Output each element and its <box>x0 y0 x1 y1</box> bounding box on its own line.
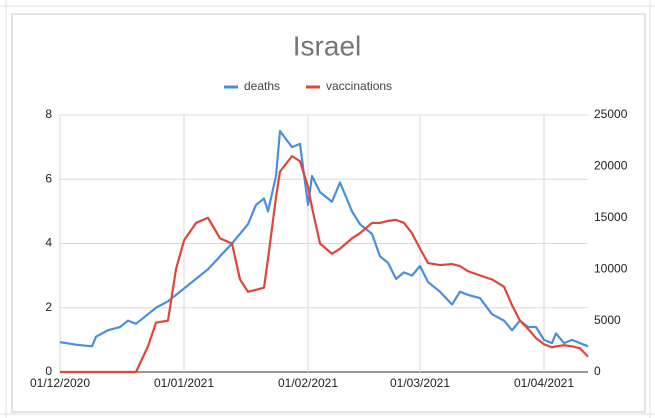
x-tick-label: 01/02/2021 <box>278 376 338 390</box>
chart-frame <box>11 13 646 413</box>
x-tick-label: 01/03/2021 <box>390 376 450 390</box>
y2-tick-label: 15000 <box>594 210 628 224</box>
series-line <box>59 129 589 348</box>
legend-label: vaccinations <box>326 79 392 93</box>
y2-tick-label: 5000 <box>594 313 621 327</box>
y2-tick-label: 10000 <box>594 261 628 275</box>
series-line <box>60 155 589 374</box>
y-tick-label: 6 <box>45 171 52 185</box>
x-tick-label: 01/04/2021 <box>514 376 574 390</box>
x-tick-label: 01/01/2021 <box>154 376 214 390</box>
y-tick-label: 8 <box>45 107 52 121</box>
y2-tick-label: 20000 <box>594 159 628 173</box>
legend-label: deaths <box>244 79 280 93</box>
y2-tick-label: 0 <box>594 364 601 378</box>
y-tick-label: 4 <box>45 236 52 250</box>
y-tick-label: 0 <box>45 364 52 378</box>
chart-title: Israel <box>293 30 361 61</box>
x-tick-label: 01/12/2020 <box>30 376 90 390</box>
y-tick-label: 2 <box>45 300 52 314</box>
y2-tick-label: 25000 <box>594 107 628 121</box>
